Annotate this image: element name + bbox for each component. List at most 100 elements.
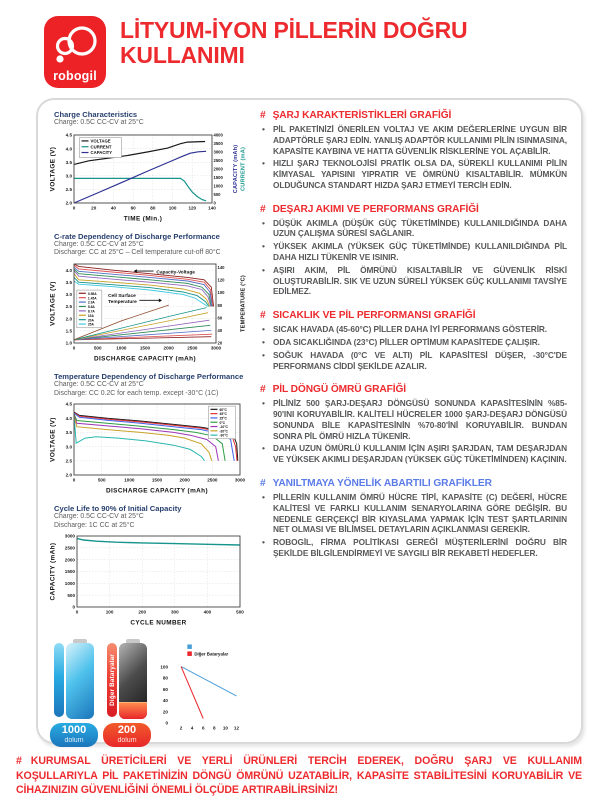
svg-text:500: 500 (236, 610, 244, 615)
svg-text:Diğer Bataryalar: Diğer Bataryalar (194, 652, 228, 657)
svg-text:1500: 1500 (140, 345, 151, 350)
battery-good-icon (66, 639, 94, 720)
svg-text:4.0: 4.0 (66, 146, 73, 151)
svg-text:500: 500 (214, 192, 222, 197)
svg-text:2: 2 (180, 726, 183, 731)
svg-text:60°C: 60°C (219, 408, 227, 412)
chart-subtitle: Charge: 0.5C CC-CV at 25°C (54, 513, 144, 521)
svg-text:0: 0 (73, 478, 76, 483)
svg-text:DISCHARGE CAPACITY (mAh): DISCHARGE CAPACITY (mAh) (106, 488, 208, 495)
svg-text:120: 120 (188, 205, 196, 210)
info-section-2: #DEŞARJ AKIMI VE PERFORMANS GRAFİĞİ DÜŞÜK… (260, 204, 567, 297)
svg-text:0: 0 (214, 200, 217, 205)
svg-text:1.45A: 1.45A (88, 296, 97, 300)
svg-text:1500: 1500 (152, 478, 163, 483)
svg-text:8.7A: 8.7A (88, 309, 96, 313)
svg-text:0°C: 0°C (219, 421, 225, 425)
chart-subtitle: Discharge: CC 0.2C for each temp. except… (54, 389, 219, 397)
svg-text:10: 10 (223, 726, 229, 731)
page-title: LİTYUM-İYON PİLLERİN DOĞRU KULLANIMI (120, 17, 468, 69)
svg-text:3000: 3000 (214, 149, 224, 154)
section-bullets: PİLLERİN KULLANIM ÖMRÜ HÜCRE TİPİ, KAPAS… (260, 492, 567, 559)
svg-text:6: 6 (202, 726, 205, 731)
svg-text:3000: 3000 (65, 534, 76, 539)
svg-text:CURRENT (mA): CURRENT (mA) (241, 147, 247, 191)
svg-text:4000: 4000 (214, 132, 224, 137)
chart-canvas: 0 500 1000 1500 2000 2500 3000 2.0 2.5 3.0 3.5 4.0 4… (48, 400, 250, 499)
chart-title: C-rate Dependency of Discharge Performan… (54, 231, 220, 241)
svg-text:0.58A: 0.58A (88, 292, 97, 296)
svg-text:8: 8 (213, 726, 216, 731)
bullet-item: SICAK HAVADA (45-60°C) PİLLER DAHA İYİ P… (260, 324, 567, 335)
page-title-line1: LİTYUM-İYON PİLLERİN DOĞRU (120, 17, 468, 43)
svg-text:60: 60 (218, 315, 223, 320)
hash-icon: # (16, 755, 22, 767)
svg-text:1000: 1000 (116, 345, 127, 350)
battery-good-pair (54, 639, 94, 720)
chart-subtitle: Discharge: 1C CC at 25°C (54, 521, 135, 529)
sections-column: #ŞARJ KARAKTERİSTİKLERİ GRAFİĞİ PİL PAKET… (250, 110, 575, 734)
svg-text:0: 0 (76, 610, 79, 615)
svg-text:80: 80 (163, 676, 169, 681)
svg-text:1500: 1500 (214, 175, 224, 180)
chart-subtitle: Charge: 0.5C CC-CV at 25°C (54, 119, 144, 126)
svg-text:140: 140 (218, 265, 226, 270)
svg-text:100: 100 (160, 665, 168, 670)
battery-good-unit: dolum (64, 737, 84, 745)
svg-text:2500: 2500 (65, 546, 76, 551)
battery-good-count: 1000 (61, 724, 87, 737)
svg-text:20A: 20A (88, 318, 95, 322)
svg-text:3.5: 3.5 (66, 430, 73, 435)
svg-text:2500: 2500 (187, 345, 198, 350)
svg-text:2.0: 2.0 (66, 473, 73, 478)
section-title: # PİL DÖNGÜ ÖMRÜ GRAFİĞİ (260, 384, 407, 396)
battery-bad-pair: Diğer Bataryalar (107, 639, 147, 720)
svg-text:120: 120 (218, 277, 226, 282)
svg-text:2500: 2500 (207, 478, 218, 483)
chart-block-1: Charge Characteristics Charge: 0.5C CC-CV… (48, 110, 250, 227)
svg-text:40: 40 (111, 205, 117, 210)
battery-bad: Diğer Bataryalar 200 dolum (103, 639, 151, 748)
content-card: Charge Characteristics Charge: 0.5C CC-CV… (36, 98, 583, 748)
section-bullets: PİL PAKETİNİZİ ÖNERİLEN VOLTAJ VE AKIM D… (260, 124, 567, 191)
section-bullets: SICAK HAVADA (45-60°C) PİLLER DAHA İYİ P… (260, 324, 567, 371)
svg-text:20: 20 (218, 341, 223, 346)
svg-text:TIME (Min.): TIME (Min.) (124, 215, 162, 222)
c-rate-discharge-chart: 0 500 1000 1500 2000 2500 3000 1.0 1.5 2.0 2.5 3.0 3… (50, 263, 247, 362)
bullet-item: AŞIRI AKIM, PİL ÖMRÜNÜ KISALTABİLİR VE G… (260, 265, 567, 297)
svg-text:3.5: 3.5 (66, 160, 73, 165)
section-title: # DEŞARJ AKIMI VE PERFORMANS GRAFİĞİ (260, 203, 479, 215)
low-charge-strip (119, 702, 147, 720)
svg-text:1000: 1000 (214, 183, 224, 188)
battery-bad-side-pill: Diğer Bataryalar (107, 643, 117, 718)
info-section-4: #PİL DÖNGÜ ÖMRÜ GRAFİĞİ PİLİNİZ 500 ŞARJ-… (260, 384, 567, 465)
svg-text:Capacity-Voltage: Capacity-Voltage (156, 269, 195, 275)
svg-text:CURRENT: CURRENT (91, 144, 112, 149)
svg-text:2.5: 2.5 (66, 304, 73, 309)
section-title: # ŞARJ KARAKTERİSTİKLERİ GRAFİĞİ (260, 110, 452, 121)
svg-text:300: 300 (171, 610, 179, 615)
charge-characteristics-chart: 0 20 40 60 80 100 120 140 2.0 2.5 3.0 3.5 4.0 4.5 0 500… (50, 132, 247, 222)
cycle-life-chart: 0 100 200 300 400 500 0 500 1000 1500 2000 2500 3000… (50, 534, 245, 627)
svg-text:3.0: 3.0 (66, 444, 73, 449)
section-bullets: PİLİNİZ 500 ŞARJ-DEŞARJ DÖNGÜSÜ SONUNDA … (260, 398, 567, 465)
section-title: # YANILTMAYA YÖNELİK ABARTILI GRAFİKLER (260, 477, 492, 489)
bullet-item: PİLİNİZ 500 ŞARJ-DEŞARJ DÖNGÜSÜ SONUNDA … (260, 398, 567, 441)
svg-text:4.0: 4.0 (66, 268, 73, 273)
logo-circles-icon (55, 26, 97, 63)
section-title: # SICAKLIK VE PİL PERFORMANSI GRAFİĞİ (260, 310, 476, 322)
svg-text:-20°C: -20°C (219, 430, 228, 434)
battery-bad-unit: dolum (117, 737, 137, 745)
footer-text: KURUMSAL ÜRETİCİLERİ VE YERLİ ÜRÜNLERİ T… (16, 755, 582, 797)
battery-bad-side-label: Diğer Bataryalar (108, 654, 116, 707)
svg-text:100: 100 (106, 610, 114, 615)
svg-text:100: 100 (169, 205, 177, 210)
battery-bad-icon (119, 639, 147, 720)
hash-icon: # (260, 477, 266, 489)
svg-text:80: 80 (150, 205, 156, 210)
svg-text:45°C: 45°C (219, 412, 227, 416)
svg-text:2500: 2500 (214, 158, 224, 163)
svg-text:3000: 3000 (211, 345, 222, 350)
svg-text:VOLTAGE (V): VOLTAGE (V) (50, 417, 57, 462)
bullet-item: ODA SICAKLIĞINDA (23°C) PİLLER OPTİMUM K… (260, 337, 567, 348)
